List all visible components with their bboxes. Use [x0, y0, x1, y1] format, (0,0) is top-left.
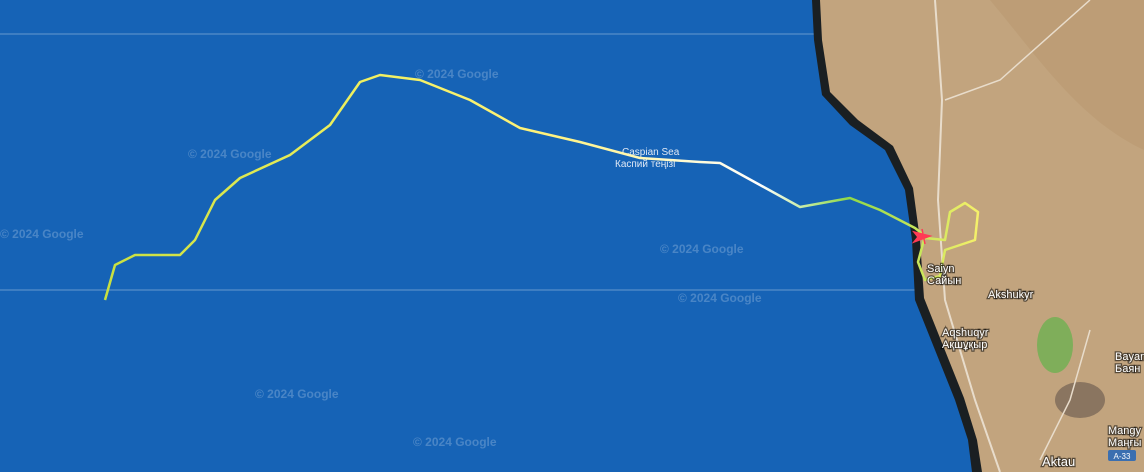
place-label: Сайын — [927, 275, 961, 287]
watermark: © 2024 Google — [415, 67, 499, 81]
road-label: A-33 — [1114, 452, 1131, 461]
watermark: © 2024 Google — [0, 227, 84, 241]
watermark: © 2024 Google — [255, 387, 339, 401]
place-label: Akshukyr — [988, 289, 1034, 301]
road-shield — [1108, 450, 1136, 461]
place-label: Bayan — [1115, 351, 1144, 363]
watermark: © 2024 Google — [678, 291, 762, 305]
place-label: Saiyn — [927, 263, 955, 275]
watermark: © 2024 Google — [188, 147, 272, 161]
place-label: Ақшұқыр — [942, 339, 987, 351]
watermark: © 2024 Google — [413, 435, 497, 449]
place-label: Mangy — [1108, 425, 1142, 437]
road — [934, 0, 1001, 472]
place-label: Aqshuqyr — [942, 327, 989, 339]
watermark: © 2024 Google — [660, 242, 744, 256]
sea-label: Каспий теңізі — [615, 159, 675, 170]
lake — [1037, 317, 1073, 373]
aircraft — [911, 228, 933, 245]
flight-track — [103, 73, 980, 301]
place-label: Маңғы — [1108, 437, 1141, 449]
land-texture — [990, 0, 1144, 150]
road — [1039, 329, 1091, 461]
place-label: Aktau — [1042, 454, 1075, 469]
terrain — [1055, 382, 1105, 418]
road — [944, 0, 1091, 101]
place-label: Баян — [1115, 363, 1140, 375]
sea-label: Caspian Sea — [622, 147, 680, 158]
